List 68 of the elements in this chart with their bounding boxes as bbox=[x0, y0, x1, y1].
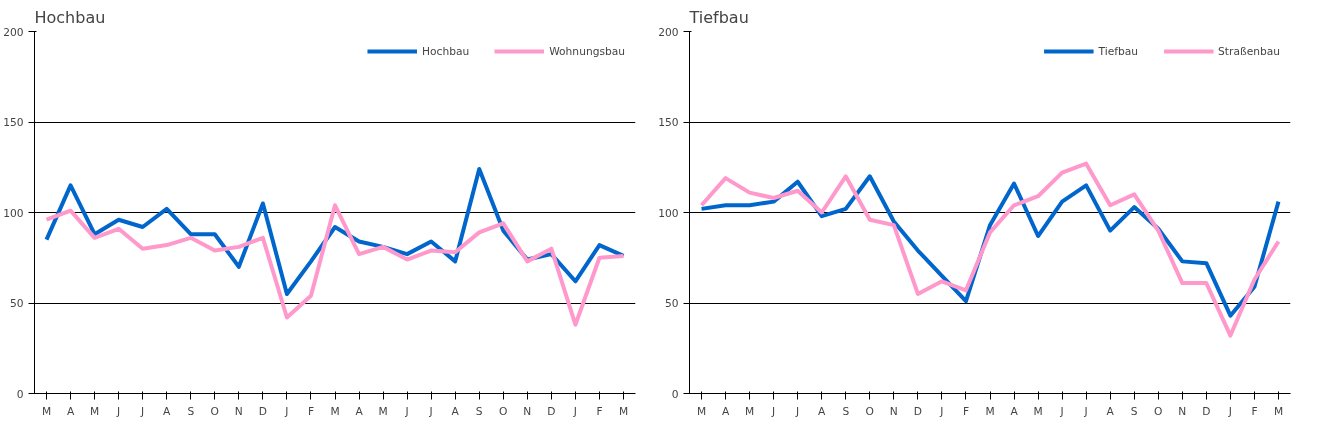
x-tick-label: D bbox=[258, 404, 267, 418]
x-tick-label: N bbox=[523, 404, 532, 418]
y-tick-label: 0 bbox=[16, 387, 24, 401]
x-tick-label: O bbox=[1154, 404, 1163, 418]
line-series bbox=[699, 161, 1281, 338]
x-tick-label: M bbox=[745, 404, 755, 418]
legend-label: Straßenbau bbox=[1218, 44, 1280, 58]
x-tick-label: J bbox=[1059, 404, 1064, 418]
x-tick-label: S bbox=[1130, 404, 1138, 418]
x-tick-label: A bbox=[355, 404, 364, 418]
x-tick-label: F bbox=[962, 404, 970, 418]
x-tick-label: J bbox=[939, 404, 944, 418]
chart-title: Hochbau bbox=[34, 7, 106, 27]
x-tick-label: M bbox=[618, 404, 629, 418]
x-tick-label: D bbox=[913, 404, 922, 418]
x-tick-label: A bbox=[66, 404, 75, 418]
chart-title: Tiefbau bbox=[688, 7, 749, 27]
y-tick-label: 200 bbox=[3, 25, 24, 39]
x-tick-label: J bbox=[116, 404, 121, 418]
legend-label: Tiefbau bbox=[1098, 44, 1139, 58]
x-tick-label: D bbox=[547, 404, 556, 418]
x-tick-label: J bbox=[1083, 404, 1088, 418]
x-tick-label: M bbox=[90, 404, 100, 418]
x-tick-label: N bbox=[1178, 404, 1187, 418]
x-tick-label: F bbox=[307, 404, 315, 418]
x-tick-label: A bbox=[1106, 404, 1115, 418]
y-tick-label: 150 bbox=[658, 116, 679, 129]
line-series bbox=[44, 203, 626, 327]
legend-label: Hochbau bbox=[421, 44, 470, 58]
y-tick-label: 200 bbox=[658, 25, 679, 39]
y-tick-label: 100 bbox=[3, 206, 24, 220]
x-tick-label: A bbox=[721, 404, 730, 418]
x-tick-label: A bbox=[451, 404, 460, 418]
x-tick-label: A bbox=[163, 404, 172, 418]
y-tick-label: 150 bbox=[3, 116, 24, 129]
x-tick-label: S bbox=[475, 404, 483, 418]
x-tick-label: M bbox=[985, 404, 995, 418]
legend-label: Wohnungsbau bbox=[549, 44, 625, 58]
x-tick-label: J bbox=[404, 404, 409, 418]
x-tick-label: J bbox=[140, 404, 145, 418]
x-tick-label: M bbox=[41, 404, 52, 418]
x-tick-label: N bbox=[234, 404, 243, 418]
y-tick-label: 50 bbox=[664, 297, 679, 310]
x-tick-label: D bbox=[1202, 404, 1211, 418]
x-tick-label: J bbox=[284, 404, 289, 418]
x-tick-label: M bbox=[696, 404, 707, 418]
x-tick-label: J bbox=[771, 404, 776, 418]
x-tick-label: M bbox=[378, 404, 388, 418]
x-tick-label: A bbox=[1010, 404, 1019, 418]
x-tick-label: O bbox=[210, 404, 219, 418]
x-tick-label: J bbox=[428, 404, 433, 418]
x-tick-label: M bbox=[1033, 404, 1043, 418]
x-tick-label: O bbox=[499, 404, 508, 418]
x-tick-label: J bbox=[795, 404, 800, 418]
x-tick-label: M bbox=[330, 404, 340, 418]
x-tick-label: S bbox=[187, 404, 195, 418]
x-tick-label: J bbox=[1227, 404, 1232, 418]
x-tick-label: S bbox=[842, 404, 850, 418]
x-tick-label: J bbox=[572, 404, 577, 418]
y-tick-label: 0 bbox=[671, 387, 679, 401]
y-tick-label: 50 bbox=[9, 297, 24, 310]
x-tick-label: N bbox=[889, 404, 898, 418]
x-tick-label: M bbox=[1273, 404, 1284, 418]
x-tick-label: A bbox=[818, 404, 827, 418]
x-tick-label: F bbox=[596, 404, 603, 418]
x-tick-label: O bbox=[865, 404, 874, 418]
y-tick-label: 100 bbox=[658, 206, 679, 220]
x-tick-label: F bbox=[1251, 404, 1258, 418]
